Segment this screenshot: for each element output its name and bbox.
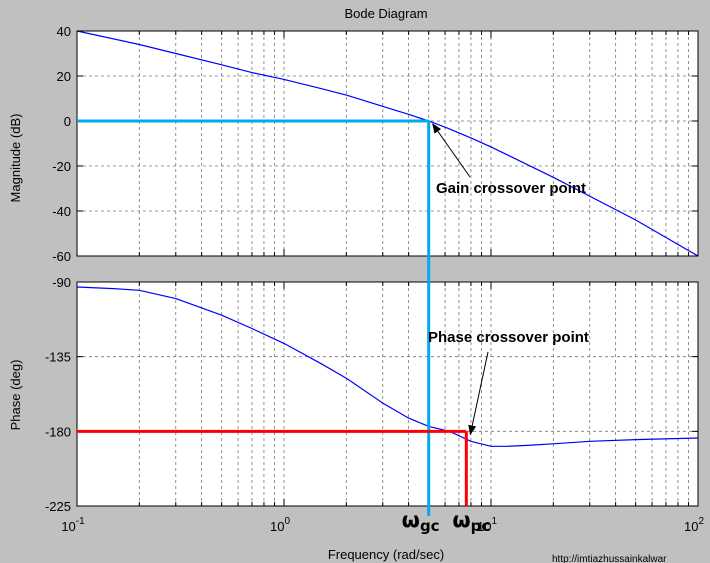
y-tick-label: -225 xyxy=(45,499,71,514)
magnitude-series-line xyxy=(76,30,699,257)
x-axis-label: Frequency (rad/sec) xyxy=(328,547,444,562)
y-tick-label: -40 xyxy=(52,204,71,219)
chart-title: Bode Diagram xyxy=(344,6,427,21)
x-tick-label: 10-1 xyxy=(61,516,85,534)
magnitude-plot-area xyxy=(77,31,698,256)
y-tick-label: -180 xyxy=(45,424,71,439)
y-tick-label: -20 xyxy=(52,159,71,174)
y-tick-label: 40 xyxy=(57,24,71,39)
phase-plot-area xyxy=(77,282,698,506)
phase-axis-label: Phase (deg) xyxy=(8,360,23,431)
x-tick-label: 100 xyxy=(270,516,290,534)
y-tick-label: 20 xyxy=(57,69,71,84)
y-tick-label: 0 xyxy=(64,114,71,129)
x-tick-label: 102 xyxy=(684,516,704,534)
gain-crossover-label: Gain crossover point xyxy=(436,180,586,197)
phase-crossover-arrow xyxy=(468,351,489,436)
y-tick-label: -60 xyxy=(52,249,71,264)
reference-lines xyxy=(77,119,468,516)
frequency-axis: 10-1 100 101 102 ωgc ωpc xyxy=(61,508,704,535)
x-tick-label: 101 xyxy=(477,516,497,534)
magnitude-axis-label: Magnitude (dB) xyxy=(8,114,23,203)
phase-panel: -90 -135 -180 -225 xyxy=(45,275,699,514)
magnitude-panel: 40 20 0 -20 -40 -60 xyxy=(52,24,699,264)
watermark-text: http://imtiazhussainkalwar xyxy=(552,554,667,563)
phase-frame xyxy=(76,281,699,507)
gain-crossover-arrow xyxy=(432,123,471,178)
y-tick-label: -135 xyxy=(45,350,71,365)
annotations: Gain crossover point Phase crossover poin… xyxy=(428,123,589,436)
y-tick-label: -90 xyxy=(52,275,71,290)
omega-gc-label: ωgc xyxy=(402,508,440,535)
omega-pc-label: ωpc xyxy=(452,508,490,535)
phase-series-line xyxy=(76,286,699,447)
magnitude-frame xyxy=(76,30,699,257)
phase-crossover-label: Phase crossover point xyxy=(428,329,589,346)
